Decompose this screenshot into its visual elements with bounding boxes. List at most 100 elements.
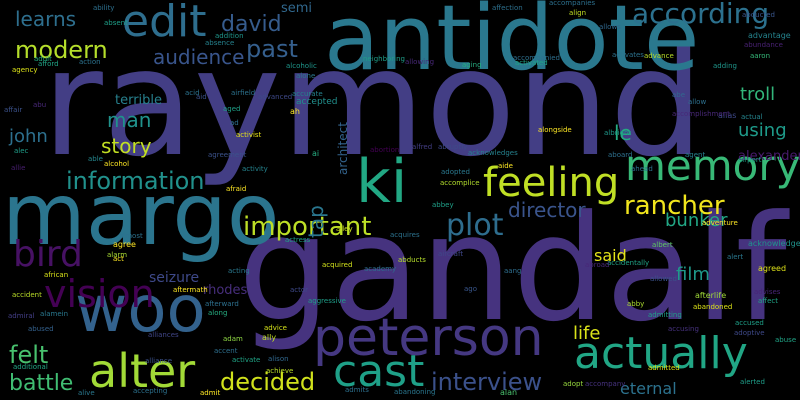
word: man [107, 108, 152, 132]
word: accompany [585, 380, 626, 388]
word: tap [304, 205, 328, 238]
word: allowed [650, 275, 677, 283]
word: accident [12, 291, 42, 299]
word: using [738, 120, 787, 141]
word: alias [718, 111, 737, 120]
word: troll [740, 84, 776, 105]
word: antidote [324, 0, 700, 91]
word: memory [625, 141, 800, 190]
word: aggressive [308, 297, 346, 305]
word: story [101, 134, 152, 158]
word: ah [290, 107, 300, 116]
word: airport [738, 156, 762, 164]
word: abe [672, 91, 686, 99]
word: adding [713, 62, 738, 70]
word: academy [364, 265, 397, 273]
word: terrible [115, 93, 163, 108]
word: audience [153, 45, 245, 69]
word: advanced [258, 93, 293, 101]
word: allowing [405, 58, 435, 66]
word: alan [500, 388, 518, 397]
word: alone [296, 72, 316, 80]
word: admiral [8, 312, 35, 320]
word: advance [644, 52, 674, 60]
word: align [569, 9, 587, 17]
word: alter [89, 344, 196, 398]
word: almost [119, 232, 143, 240]
word: activates [612, 51, 644, 59]
word: aging [462, 61, 482, 69]
word: ai [312, 149, 320, 158]
word: alfred [412, 143, 433, 151]
word: affection [492, 4, 523, 12]
word: le [614, 121, 632, 145]
word: ally [262, 333, 277, 342]
word: acting [228, 267, 250, 275]
word: rancher [624, 191, 725, 221]
word: vision [44, 272, 155, 316]
word: alec [14, 147, 29, 155]
word: david [221, 12, 282, 37]
word: additional [13, 363, 48, 371]
word: abbey [432, 201, 454, 209]
word: actress [285, 236, 311, 244]
word: alley [336, 225, 353, 233]
word: allie [11, 164, 26, 172]
word: battle [9, 371, 74, 396]
word: raymond [42, 17, 704, 189]
word: aftermath [173, 286, 208, 294]
word: margo [2, 165, 280, 265]
word: accepted [296, 97, 338, 107]
word: accidentally [607, 259, 650, 267]
word: aboard [608, 151, 633, 159]
word: abandoning [394, 388, 436, 396]
word: albright [604, 129, 632, 137]
word: action [79, 58, 101, 66]
word: gandalf [238, 184, 787, 354]
word: abandoned [693, 303, 733, 311]
word: afraid [226, 185, 247, 193]
word: accurate [292, 90, 323, 98]
word: alliance [145, 357, 173, 365]
word: alexander [738, 149, 800, 164]
word: edit [122, 0, 207, 47]
word: actual [741, 113, 763, 121]
word: important [243, 212, 372, 242]
word: accompanies [549, 0, 596, 7]
word: adopted [441, 168, 470, 176]
word: advises [754, 288, 781, 296]
word: abundance [744, 41, 783, 49]
word: activated [515, 59, 548, 67]
word: accusing [668, 325, 699, 333]
word: airfield [231, 89, 256, 97]
word: aged [223, 105, 241, 113]
word: alcoholic [286, 62, 317, 70]
word: ad [230, 119, 239, 127]
word: interview [431, 368, 543, 396]
word: information [66, 167, 205, 195]
word: abu [33, 101, 47, 109]
word: afterlife [695, 291, 727, 300]
word: acknowledge [748, 239, 800, 248]
word: afford [38, 60, 59, 68]
word: abuse [775, 336, 797, 344]
word: according [632, 0, 770, 30]
word: ahead [631, 165, 653, 173]
word: accepting [133, 387, 168, 395]
word: allows [599, 23, 621, 31]
word: advice [264, 324, 287, 332]
word: plot [446, 208, 504, 243]
word: allow [688, 98, 707, 106]
word: albert [652, 241, 673, 249]
word: accent [214, 347, 238, 355]
word: abused [28, 325, 54, 333]
word: able [88, 155, 103, 163]
word: life [573, 323, 601, 344]
word: accomplice [440, 179, 480, 187]
word: alamein [40, 310, 69, 318]
word: act [113, 255, 124, 263]
word: eternal [620, 379, 677, 398]
word: woo [75, 273, 206, 347]
word: semi [281, 1, 313, 16]
